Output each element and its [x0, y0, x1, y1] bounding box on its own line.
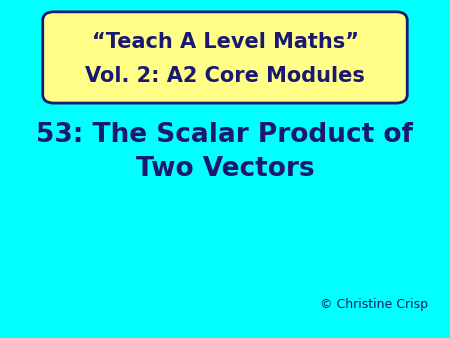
Text: © Christine Crisp: © Christine Crisp	[320, 298, 428, 311]
FancyBboxPatch shape	[43, 12, 407, 103]
Text: “Teach A Level Maths”: “Teach A Level Maths”	[91, 32, 359, 52]
Text: 53: The Scalar Product of: 53: The Scalar Product of	[36, 122, 414, 148]
Text: Vol. 2: A2 Core Modules: Vol. 2: A2 Core Modules	[85, 66, 365, 86]
Text: Two Vectors: Two Vectors	[136, 156, 314, 182]
